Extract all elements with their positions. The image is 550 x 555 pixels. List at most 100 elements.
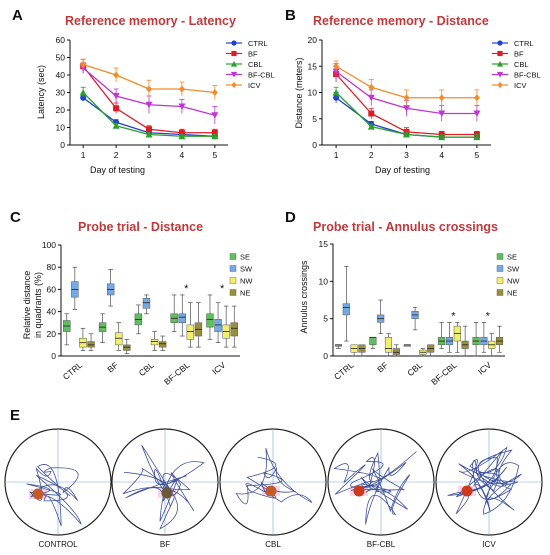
platform (265, 485, 277, 497)
data-point (112, 93, 120, 100)
platform (32, 488, 44, 500)
y-tick-label: 0 (312, 140, 317, 150)
swim-path (333, 451, 417, 525)
legend-label: SE (240, 253, 250, 262)
y-tick-label: 60 (47, 284, 57, 294)
maze-label: BF (160, 540, 170, 549)
legend-swatch (229, 265, 237, 272)
y-tick-label: 20 (308, 35, 318, 45)
panel-label-c: C (10, 209, 21, 226)
box-se (369, 337, 377, 346)
chart-title-d: Probe trial - Annulus crossings (313, 220, 498, 234)
data-point (146, 126, 152, 133)
legend-marker (231, 40, 237, 46)
legend-marker (230, 71, 238, 78)
x-tick-label: 3 (147, 150, 152, 160)
x-tick-label: 3 (404, 150, 409, 160)
data-point (145, 101, 153, 109)
x-tick-label: 4 (439, 150, 444, 160)
data-point (211, 89, 218, 96)
box-nw (384, 337, 393, 353)
data-point (178, 85, 185, 93)
x-tick-label: 4 (180, 150, 185, 160)
x-tick-label: 5 (212, 150, 217, 160)
x-tick-label: 1 (334, 150, 339, 160)
data-point (178, 132, 186, 140)
chart-title-c: Probe trial - Distance (78, 220, 203, 234)
xlabel-a: Day of testing (90, 165, 145, 175)
legend-label: SE (507, 253, 517, 262)
significance-marker: * (184, 283, 189, 295)
legend-marker (230, 60, 238, 67)
data-point (403, 94, 410, 102)
swim-path (26, 464, 82, 527)
legend-label: ICV (248, 81, 261, 90)
maze-label: CBL (265, 540, 281, 549)
box-se (206, 313, 214, 328)
maze-label: BF-CBL (367, 540, 396, 549)
legend-label: CBL (248, 60, 263, 69)
ylabel-c-line1: Relative distance (22, 271, 32, 340)
y-tick-label: 60 (56, 35, 66, 45)
legend-label: NE (240, 289, 250, 298)
maze-track-4: BF-CBL (327, 428, 435, 549)
ylabel-b: Distance (meters) (294, 57, 304, 128)
data-point (112, 122, 120, 129)
legend-marker (497, 50, 503, 57)
legend-marker (497, 81, 503, 89)
data-point (145, 131, 153, 138)
legend-swatch (496, 289, 504, 296)
box-sw (178, 313, 186, 323)
data-point (113, 105, 120, 112)
legend-marker (231, 81, 237, 89)
legend-swatch (229, 277, 237, 284)
data-point (438, 133, 446, 141)
maze-label: ICV (482, 540, 496, 549)
legend-swatch (496, 277, 504, 284)
legend-marker (496, 71, 504, 78)
legend-label: BF (248, 50, 258, 59)
box-chart-c: 0 20 40 60 80 100 CTRL BF CBL BF-CBL * ICV * SE SW NW NE (42, 240, 254, 387)
ylabel-a: Latency (sec) (36, 65, 46, 119)
y-tick-label: 0 (323, 351, 328, 361)
panel-label-a: A (12, 7, 23, 24)
panel-label-d: D (285, 209, 296, 226)
y-tick-label: 10 (308, 88, 318, 98)
ylabel-d: Annulus crossings (299, 260, 309, 334)
x-tick-label: CTRL (332, 360, 356, 382)
significance-marker: * (486, 310, 491, 322)
data-point (403, 105, 410, 112)
y-tick-label: 40 (56, 70, 66, 80)
box-sw (342, 303, 350, 316)
legend-label: NW (240, 277, 253, 286)
y-tick-label: 20 (56, 105, 66, 115)
legend-label: ICV (514, 81, 527, 90)
box-nw (115, 332, 123, 346)
x-tick-label: BF-CBL (162, 360, 192, 387)
x-tick-label: 5 (475, 150, 480, 160)
panel-label-e: E (10, 407, 20, 424)
data-point (211, 132, 219, 140)
legend-label: CBL (514, 60, 529, 69)
maze-track-1: CONTROL (4, 428, 112, 549)
data-point (473, 133, 481, 141)
x-tick-label: CTRL (61, 360, 85, 382)
swim-path (447, 446, 522, 515)
y-tick-label: 10 (56, 123, 66, 133)
data-point (178, 103, 186, 110)
data-point (367, 123, 375, 130)
legend-swatch (229, 253, 237, 260)
x-tick-label: 2 (114, 150, 119, 160)
box-nw (186, 324, 195, 340)
legend-label: NE (507, 289, 517, 298)
y-tick-label: 5 (323, 314, 328, 324)
box-sw (142, 298, 151, 309)
x-tick-label: BF (375, 360, 390, 375)
maze-label: CONTROL (38, 540, 78, 549)
x-tick-label: BF (105, 360, 120, 375)
legend-swatch (229, 289, 237, 296)
legend-label: BF-CBL (514, 71, 541, 80)
legend-label: BF (514, 50, 524, 59)
y-tick-label: 10 (319, 276, 329, 286)
